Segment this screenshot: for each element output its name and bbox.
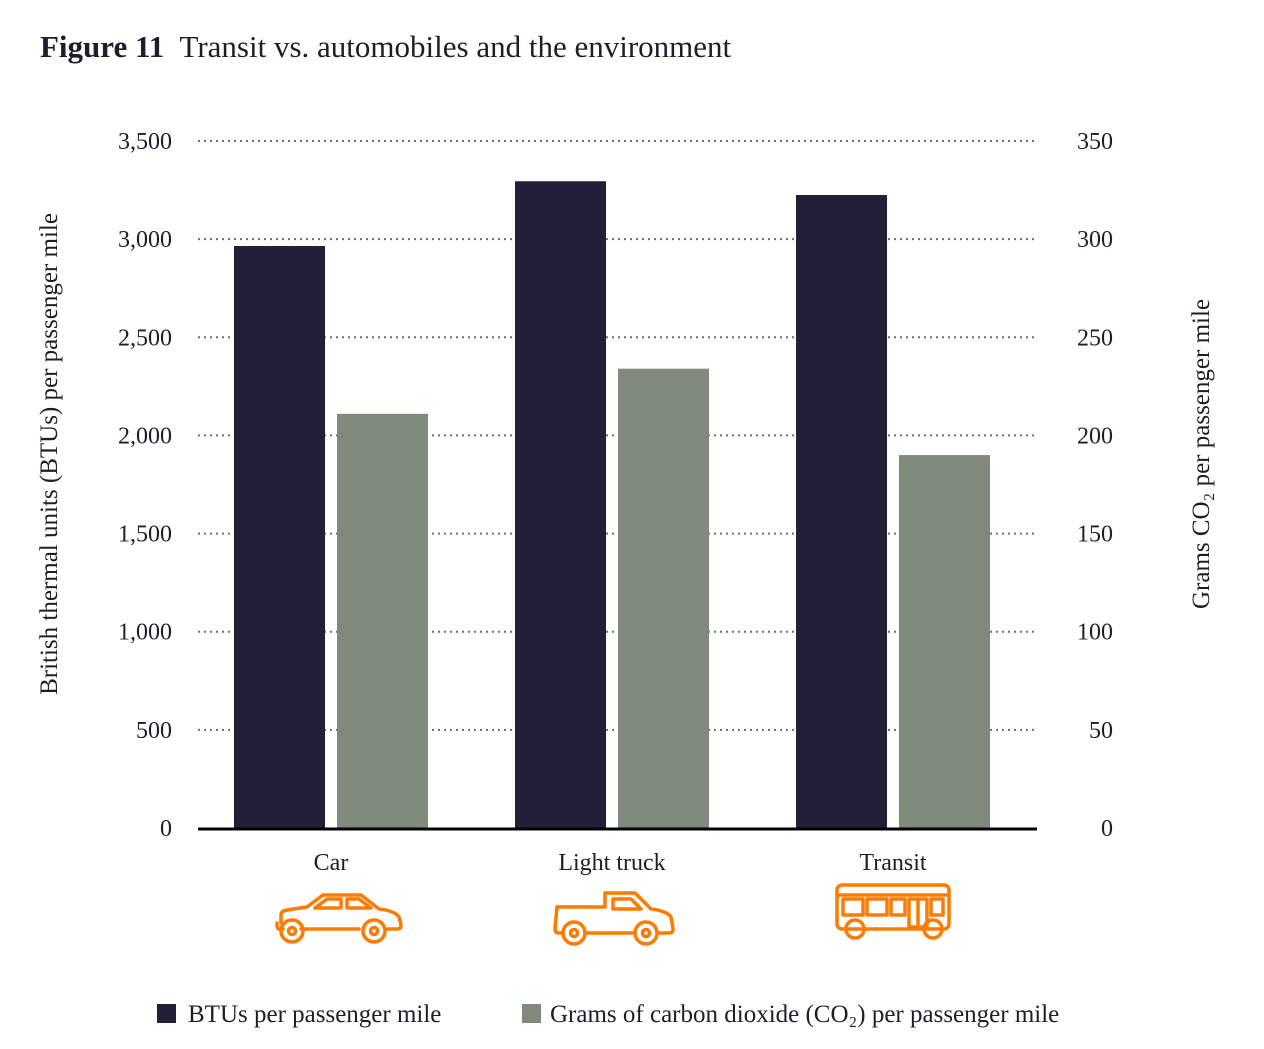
legend-swatch-co2 (522, 1004, 541, 1023)
right-tick-label: 350 (1077, 129, 1113, 155)
left-tick-label: 1,000 (118, 620, 172, 646)
pickup-truck-icon (553, 891, 675, 946)
right-tick-label: 50 (1089, 718, 1113, 744)
right-tick-label: 300 (1077, 227, 1113, 253)
right-tick-label: 250 (1077, 325, 1113, 351)
bar-co2-car (337, 413, 428, 828)
right-tick-label: 0 (1101, 816, 1113, 842)
left-axis-ticks: 0 500 1,000 1,500 2,000 2,500 3,000 3,500 (118, 129, 172, 842)
left-tick-label: 2,000 (118, 423, 172, 449)
left-axis-title: British thermal units (BTUs) per passeng… (36, 213, 63, 695)
legend-label-co2: Grams of carbon dioxide (CO₂) per passen… (550, 1001, 1059, 1028)
right-tick-label: 100 (1077, 620, 1113, 646)
category-labels: Car Light truck Transit (314, 850, 927, 876)
category-label: Light truck (558, 850, 665, 876)
category-label: Car (314, 850, 349, 876)
bar-btus-car (234, 246, 325, 828)
left-tick-label: 2,500 (118, 325, 172, 351)
chart-title: Figure 11 Transit vs. automobiles and th… (40, 29, 732, 64)
left-tick-label: 0 (160, 816, 172, 842)
bus-icon (835, 883, 951, 940)
left-tick-label: 3,000 (118, 227, 172, 253)
left-tick-label: 500 (136, 718, 172, 744)
bar-co2-light-truck (618, 368, 709, 828)
bar-btus-light-truck (515, 181, 606, 828)
figure-title: Transit vs. automobiles and the environm… (180, 29, 732, 64)
car-icon (275, 893, 403, 944)
bar-co2-transit (899, 455, 990, 828)
right-tick-label: 200 (1077, 423, 1113, 449)
right-tick-label: 150 (1077, 522, 1113, 548)
category-label: Transit (859, 850, 926, 876)
figure-number: Figure 11 (40, 29, 164, 64)
bar-btus-transit (796, 194, 887, 828)
left-tick-label: 3,500 (118, 129, 172, 155)
legend-label-btus: BTUs per passenger mile (188, 1001, 441, 1028)
right-axis-title: Grams CO₂ per passenger mile (1188, 299, 1215, 609)
legend: BTUs per passenger mile Grams of carbon … (157, 1001, 1059, 1028)
legend-swatch-btus (157, 1004, 176, 1023)
left-tick-label: 1,500 (118, 522, 172, 548)
right-axis-ticks: 0 50 100 150 200 250 300 350 (1077, 129, 1113, 842)
bars (234, 181, 990, 828)
